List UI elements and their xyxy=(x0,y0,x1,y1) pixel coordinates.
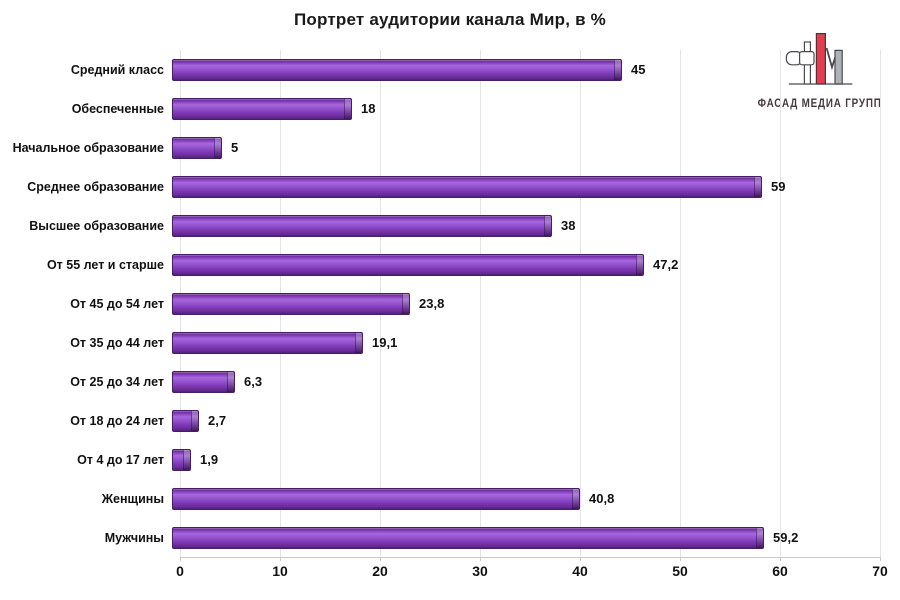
gridline xyxy=(880,50,881,557)
axis-tick xyxy=(280,557,281,561)
bar-track: 5 xyxy=(172,128,872,167)
bar xyxy=(172,409,199,432)
bar-row: От 18 до 24 лет 2,7 xyxy=(0,401,880,440)
logo: ФАСАД МЕДИА ГРУПП xyxy=(744,30,896,110)
value-label: 1,9 xyxy=(199,452,219,467)
x-tick-label: 20 xyxy=(372,563,388,579)
category-label: Начальное образование xyxy=(12,140,164,155)
axis-tick xyxy=(780,557,781,561)
bar-row: Начальное образование 5 xyxy=(0,128,880,167)
x-tick-label: 40 xyxy=(572,563,588,579)
value-label: 18 xyxy=(361,101,376,116)
bar xyxy=(172,214,552,237)
axis-tick xyxy=(380,557,381,561)
category-label: От 25 до 34 лет xyxy=(70,374,164,389)
bar-track: 45 xyxy=(172,50,872,89)
bar-track: 47,2 xyxy=(172,245,872,284)
category-label: Высшее образование xyxy=(29,218,164,233)
bar xyxy=(172,370,235,393)
bar-row: От 55 лет и старше 47,2 xyxy=(0,245,880,284)
bar-track: 1,9 xyxy=(172,440,872,479)
bar-row: От 4 до 17 лет 1,9 xyxy=(0,440,880,479)
bar xyxy=(172,526,764,549)
value-label: 23,8 xyxy=(419,296,445,311)
value-label: 59,2 xyxy=(773,530,799,545)
bar-row: Среднее образование 59 xyxy=(0,167,880,206)
value-label: 2,7 xyxy=(208,413,227,428)
gridline xyxy=(680,50,681,557)
x-tick-label: 50 xyxy=(672,563,688,579)
bar-track: 6,3 xyxy=(172,362,872,401)
bar-row: Средний класс 45 xyxy=(0,50,880,89)
category-label: От 45 до 54 лет xyxy=(70,296,164,311)
x-tick-label: 70 xyxy=(872,563,888,579)
axis-tick xyxy=(180,557,181,561)
bar-row: Обеспеченные 18 xyxy=(0,89,880,128)
axis-tick xyxy=(680,557,681,561)
bar xyxy=(172,136,222,159)
bar-row: Высшее образование 38 xyxy=(0,206,880,245)
fasad-media-logo-icon xyxy=(785,33,853,85)
category-label: Женщины xyxy=(101,491,164,506)
bar-row: От 45 до 54 лет 23,8 xyxy=(0,284,880,323)
category-label: От 18 до 24 лет xyxy=(70,413,164,428)
category-label: Средний класс xyxy=(70,62,164,77)
axis-tick xyxy=(580,557,581,561)
bar-track: 23,8 xyxy=(172,284,872,323)
category-label: Обеспеченные xyxy=(71,101,164,116)
value-label: 38 xyxy=(561,218,576,233)
bar-row: От 35 до 44 лет 19,1 xyxy=(0,323,880,362)
category-label: От 35 до 44 лет xyxy=(70,335,164,350)
bar-track: 18 xyxy=(172,89,872,128)
logo-text: ФАСАД МЕДИА ГРУПП xyxy=(758,96,882,110)
category-label: От 55 лет и старше xyxy=(46,257,164,272)
x-tick-label: 30 xyxy=(472,563,488,579)
x-axis: 0 10 20 30 40 50 60 70 xyxy=(176,563,888,585)
value-label: 45 xyxy=(631,62,646,77)
chart-title: Портрет аудитории канала Мир, в % xyxy=(294,10,606,29)
bar-track: 59 xyxy=(172,167,872,206)
bar xyxy=(172,448,191,471)
gridline xyxy=(480,50,481,557)
bar xyxy=(172,175,762,198)
x-tick-label: 0 xyxy=(176,563,184,579)
bar xyxy=(172,292,410,315)
value-label: 5 xyxy=(231,140,239,155)
bar-track: 59,2 xyxy=(172,518,872,557)
bar-row: Женщины 40,8 xyxy=(0,479,880,518)
value-label: 40,8 xyxy=(589,491,615,506)
bar xyxy=(172,331,363,354)
x-tick-label: 60 xyxy=(772,563,788,579)
bar xyxy=(172,487,580,510)
value-label: 19,1 xyxy=(372,335,398,350)
value-label: 59 xyxy=(771,179,786,194)
category-label: Среднее образование xyxy=(27,179,164,194)
bar-track: 19,1 xyxy=(172,323,872,362)
category-label: Мужчины xyxy=(104,530,164,545)
axis-tick xyxy=(480,557,481,561)
gridline xyxy=(580,50,581,557)
gridline xyxy=(780,50,781,557)
bar xyxy=(172,97,352,120)
value-label: 47,2 xyxy=(653,257,679,272)
plot-area: Средний класс 45 Обеспеченные 18 Начальное о… xyxy=(0,50,881,561)
bar-row: От 25 до 34 лет 6,3 xyxy=(0,362,880,401)
bar xyxy=(172,253,644,276)
category-label: От 4 до 17 лет xyxy=(77,452,164,467)
value-label: 6,3 xyxy=(244,374,263,389)
bar-rows: Средний класс 45 Обеспеченные 18 Начальное о… xyxy=(0,50,880,557)
bar-track: 38 xyxy=(172,206,872,245)
bar-track: 2,7 xyxy=(172,401,872,440)
axis-tick xyxy=(880,557,881,561)
x-tick-label: 10 xyxy=(272,563,288,579)
bar-row: Мужчины 59,2 xyxy=(0,518,880,557)
bar-track: 40,8 xyxy=(172,479,872,518)
bar xyxy=(172,58,622,81)
